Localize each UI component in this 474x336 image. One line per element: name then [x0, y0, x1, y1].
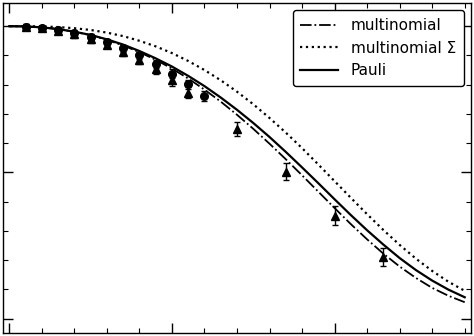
Legend: multinomial, multinomial Σ, Pauli: multinomial, multinomial Σ, Pauli — [292, 10, 464, 86]
